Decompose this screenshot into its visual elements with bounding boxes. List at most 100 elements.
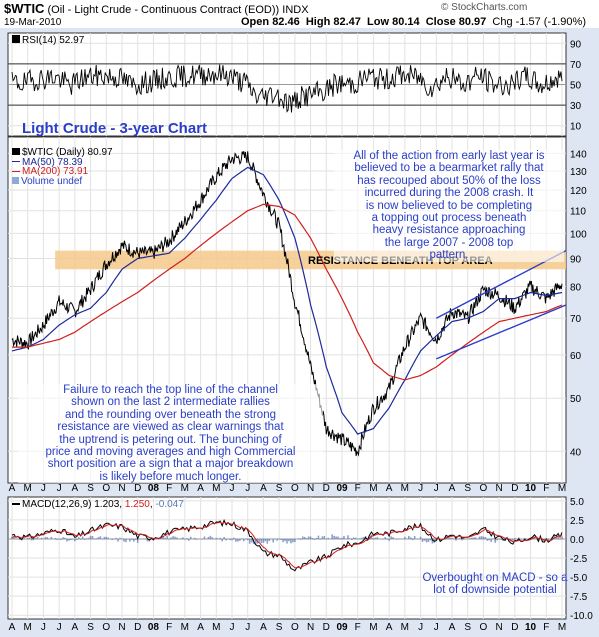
annotation-top-line: heavy resistance approaching xyxy=(372,224,526,237)
x-tick-label: 09 xyxy=(336,483,348,494)
chg-value: -1.57 (-1.90%) xyxy=(515,16,586,28)
annotation-bottom-line: Failure to reach the top line of the cha… xyxy=(63,384,278,396)
macd-legend-value: 1.203 xyxy=(94,499,120,510)
x-tick-label: D xyxy=(323,483,330,494)
legend-volume-text: Volume undef xyxy=(21,175,83,187)
legend-volume-swatch xyxy=(12,176,19,184)
macd-signal-line xyxy=(11,521,563,569)
macd-tick-label: 2.5 xyxy=(570,516,584,527)
annotation-bottom-line: and the rounding over beneath the strong xyxy=(65,408,276,421)
rsi-series-line xyxy=(11,64,563,113)
x-tick-label: A xyxy=(72,483,79,494)
x-tick-label: J xyxy=(418,483,423,494)
open-value: 82.46 xyxy=(272,16,300,28)
legend-ma200-text: MA(200) 73.91 xyxy=(22,166,89,177)
macd-legend: MACD(12,26,9) 1.203, 1.250, -0.047 xyxy=(12,499,184,510)
channel-upper-line xyxy=(435,250,567,319)
macd-tick-label: -7.5 xyxy=(570,592,588,603)
macd-tick-label: 5.0 xyxy=(570,497,584,508)
x-tick-label: F xyxy=(355,622,361,633)
legend-ma50: MA(50) 78.39 xyxy=(12,157,113,167)
x-tick-label: N xyxy=(496,622,503,633)
x-tick-label: 08 xyxy=(148,622,160,633)
legend-ma200-swatch xyxy=(12,170,20,172)
x-tick-label: A xyxy=(449,483,456,494)
chart-title: Light Crude - 3-year Chart xyxy=(22,120,208,137)
x-tick-label: M xyxy=(24,622,32,633)
price-tick-label: 50 xyxy=(570,394,582,405)
low-label: Low xyxy=(367,16,390,28)
price-tick-label: 90 xyxy=(570,254,582,265)
x-tick-label: J xyxy=(245,622,250,633)
price-tick-label: 60 xyxy=(570,351,582,362)
x-tick-label: J xyxy=(418,622,423,633)
legend-main-text: $WTIC (Daily) 80.97 xyxy=(22,147,113,158)
annotation-bottom-line: short position are a sign that a major b… xyxy=(47,458,294,471)
x-tick-label: O xyxy=(480,483,488,494)
x-tick-label: M xyxy=(401,622,409,633)
high-value: 82.47 xyxy=(333,16,361,28)
x-tick-label: A xyxy=(197,622,204,633)
rsi-tick-label: 10 xyxy=(570,122,582,133)
x-tick-label: F xyxy=(543,622,549,633)
annotation-bottom-line: shown on the last 2 intermediate rallies xyxy=(71,396,270,409)
chart-header: $WTIC (Oil - Light Crude - Continuous Co… xyxy=(4,1,309,16)
annotation-bottom: Failure to reach the top line of the cha… xyxy=(18,384,323,484)
annotation-top-line: the large 2007 - 2008 top xyxy=(384,236,514,249)
rsi-tick-label: 70 xyxy=(570,60,582,71)
x-tick-label: A xyxy=(386,622,393,633)
annotation-top-line: has recouped about 50% of the loss xyxy=(357,174,541,187)
annotation-bottom-line: price and moving averages and high Comme… xyxy=(45,446,296,459)
x-tick-label: J xyxy=(230,483,235,494)
legend-ma200: MA(200) 73.91 xyxy=(12,167,113,177)
source-label: © StockCharts.com xyxy=(441,2,528,13)
legend-main-swatch xyxy=(12,148,20,155)
x-tick-label: N xyxy=(118,622,125,633)
macd-tick-label: -10.0 xyxy=(570,611,593,622)
macd-legend-hist: -0.047 xyxy=(155,499,184,510)
x-tick-label: J xyxy=(230,622,235,633)
rsi-legend: RSI(14) 52.97 xyxy=(12,35,84,46)
x-tick-label: J xyxy=(245,483,250,494)
price-legend: $WTIC (Daily) 80.97 MA(50) 78.39 MA(200)… xyxy=(12,148,113,186)
x-tick-label: S xyxy=(87,483,94,494)
rsi-tick-label: 30 xyxy=(570,101,582,112)
annotation-top-line: believed to be a bearmarket rally that xyxy=(354,162,544,175)
price-series-line xyxy=(11,151,563,457)
x-tick-label: S xyxy=(276,622,283,633)
x-tick-label: J xyxy=(434,622,439,633)
x-tick-label: M xyxy=(558,622,566,633)
x-tick-label: J xyxy=(41,483,46,494)
annotation-top-line: incurred during the 2008 crash. It xyxy=(364,187,534,200)
price-tick-label: 80 xyxy=(570,282,582,293)
price-tick-label: 110 xyxy=(570,207,586,218)
x-tick-label: F xyxy=(543,483,549,494)
legend-ma50-swatch xyxy=(12,161,20,163)
date-label: 19-Mar-2010 xyxy=(4,17,62,28)
x-tick-label: J xyxy=(57,483,62,494)
annotation-bottom-line: the uptrend is petering out. The bunchin… xyxy=(59,433,282,446)
x-tick-label: A xyxy=(449,622,456,633)
price-tick-label: 100 xyxy=(570,229,587,240)
rsi-legend-text: RSI(14) 52.97 xyxy=(22,35,85,46)
x-tick-label: A xyxy=(260,483,267,494)
x-tick-label: D xyxy=(134,622,141,633)
legend-main: $WTIC (Daily) 80.97 xyxy=(12,148,113,158)
x-tick-label: J xyxy=(57,622,62,633)
channel-lower-line xyxy=(436,304,567,360)
annotation-bottom-line: is likely before much longer. xyxy=(99,470,242,483)
price-tick-label: 70 xyxy=(570,314,582,325)
price-tick-label: 130 xyxy=(570,167,587,178)
x-tick-label: D xyxy=(323,622,330,633)
x-tick-label: M xyxy=(369,483,377,494)
x-tick-label: A xyxy=(72,622,79,633)
x-tick-label: F xyxy=(355,483,361,494)
price-tick-label: 40 xyxy=(570,447,582,458)
high-label: High xyxy=(305,16,331,28)
x-tick-label: N xyxy=(307,622,314,633)
annotation-top-line: is now believed to be completing xyxy=(365,199,533,212)
close-label: Close xyxy=(425,16,456,28)
macd-tick-label: -2.5 xyxy=(570,554,588,565)
macd-legend-name: MACD(12,26,9) xyxy=(22,499,92,510)
x-tick-label: M xyxy=(24,483,32,494)
